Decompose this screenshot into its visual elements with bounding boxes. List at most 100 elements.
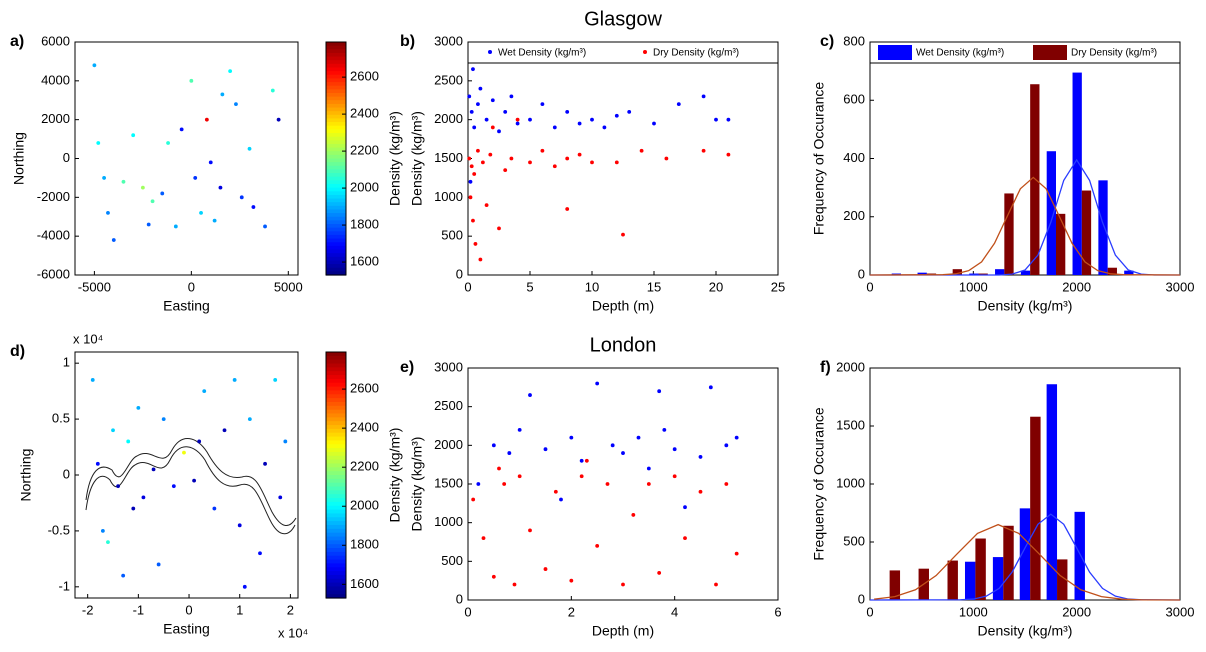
x-tick-label: -1 xyxy=(133,602,145,617)
x-tick-label: 2000 xyxy=(1062,604,1091,619)
colorbar-stripe xyxy=(326,448,346,453)
data-point xyxy=(131,133,136,138)
data-point xyxy=(263,224,267,229)
data-point xyxy=(204,117,209,122)
colorbar-stripe xyxy=(326,532,346,538)
colorbar-tick-label: 2400 xyxy=(350,106,379,121)
x-tick-label: 5000 xyxy=(274,279,303,294)
colorbar-stripe xyxy=(326,394,346,399)
colorbar-stripe xyxy=(326,92,346,98)
data-point xyxy=(182,450,186,455)
colorbar-tick-label: 1800 xyxy=(350,537,379,552)
data-point xyxy=(509,94,514,99)
data-point xyxy=(657,571,662,575)
data-point xyxy=(222,428,227,433)
colorbar-stripe xyxy=(326,475,346,480)
data-point xyxy=(490,125,495,130)
data-point xyxy=(512,582,517,587)
data-point xyxy=(552,164,557,169)
panel-label: a) xyxy=(10,33,24,50)
data-point xyxy=(111,238,116,242)
data-point xyxy=(590,117,594,122)
colorbar-stripe xyxy=(326,103,346,109)
y-tick-label: 1000 xyxy=(434,514,463,529)
x-axis-label: Density (kg/m³) xyxy=(978,298,1073,314)
colorbar-stripe xyxy=(326,509,346,515)
bar xyxy=(1004,193,1014,275)
bar xyxy=(1124,270,1134,275)
data-point xyxy=(621,232,625,237)
data-point xyxy=(247,417,252,421)
legend-label: Dry Density (kg/m³) xyxy=(1071,48,1157,59)
colorbar-stripe xyxy=(326,271,346,276)
colorbar-stripe xyxy=(326,56,346,61)
bar xyxy=(1020,270,1031,275)
data-point xyxy=(595,381,600,386)
x-tick-label: 2000 xyxy=(1062,279,1091,294)
colorbar-label: Density (kg/m³) xyxy=(387,428,403,523)
colorbar-stripe xyxy=(326,209,346,214)
colorbar-stripe xyxy=(326,513,346,518)
colorbar-stripe xyxy=(326,82,346,87)
data-point xyxy=(490,98,495,103)
colorbar-stripe xyxy=(326,386,346,392)
data-point xyxy=(283,439,288,444)
data-point xyxy=(621,451,625,455)
data-point xyxy=(150,199,155,204)
colorbar-stripe xyxy=(326,494,346,499)
data-point xyxy=(698,489,703,494)
data-point xyxy=(726,117,731,122)
data-point xyxy=(472,172,477,176)
x-axis-label: Depth (m) xyxy=(592,298,654,314)
y-tick-label: 500 xyxy=(441,228,463,243)
y-axis-label: Northing xyxy=(11,132,27,185)
plot-frame xyxy=(74,41,299,276)
colorbar-stripe xyxy=(326,371,346,376)
data-point xyxy=(476,482,481,486)
data-point xyxy=(497,129,501,134)
colorbar-stripe xyxy=(326,417,346,422)
data-point xyxy=(270,88,275,93)
colorbar-stripe xyxy=(326,143,346,149)
data-point xyxy=(121,573,126,578)
data-point xyxy=(614,113,619,118)
data-point xyxy=(212,506,217,511)
x-tick-label: 1 xyxy=(236,602,243,617)
colorbar-stripe xyxy=(326,49,346,54)
legend-swatch xyxy=(878,45,912,60)
legend-box xyxy=(467,41,779,64)
data-point xyxy=(577,121,582,126)
x-tick-label: 25 xyxy=(771,279,785,294)
data-point xyxy=(627,110,632,114)
data-point xyxy=(161,417,166,421)
data-point xyxy=(471,67,475,72)
y-tick-label: 0.5 xyxy=(52,411,70,426)
colorbar-stripe xyxy=(326,517,346,522)
bar xyxy=(978,273,988,275)
colorbar-stripe xyxy=(326,505,346,511)
colorbar-stripe xyxy=(326,421,346,426)
colorbar-stripe xyxy=(326,227,346,232)
plot-frame xyxy=(74,351,299,599)
y-tick-label: 500 xyxy=(441,553,463,568)
data-point xyxy=(237,523,242,528)
colorbar-stripe xyxy=(326,162,346,167)
colorbar-stripe xyxy=(326,352,346,357)
colorbar-stripe xyxy=(326,154,346,160)
data-point xyxy=(100,529,105,533)
y-tick-label: -6000 xyxy=(37,266,70,281)
colorbar-stripe xyxy=(326,455,346,461)
data-point xyxy=(90,378,95,382)
data-point xyxy=(672,447,677,452)
colorbar-stripe xyxy=(326,440,346,445)
bar xyxy=(995,269,1005,275)
colorbar-stripe xyxy=(326,242,346,247)
data-point xyxy=(151,467,156,472)
y-tick-label: 800 xyxy=(843,33,865,48)
data-point xyxy=(602,125,607,130)
data-point xyxy=(212,218,217,223)
data-point xyxy=(595,543,600,548)
colorbar-stripe xyxy=(326,555,346,561)
data-point xyxy=(652,121,656,126)
colorbar-stripe xyxy=(326,559,346,565)
